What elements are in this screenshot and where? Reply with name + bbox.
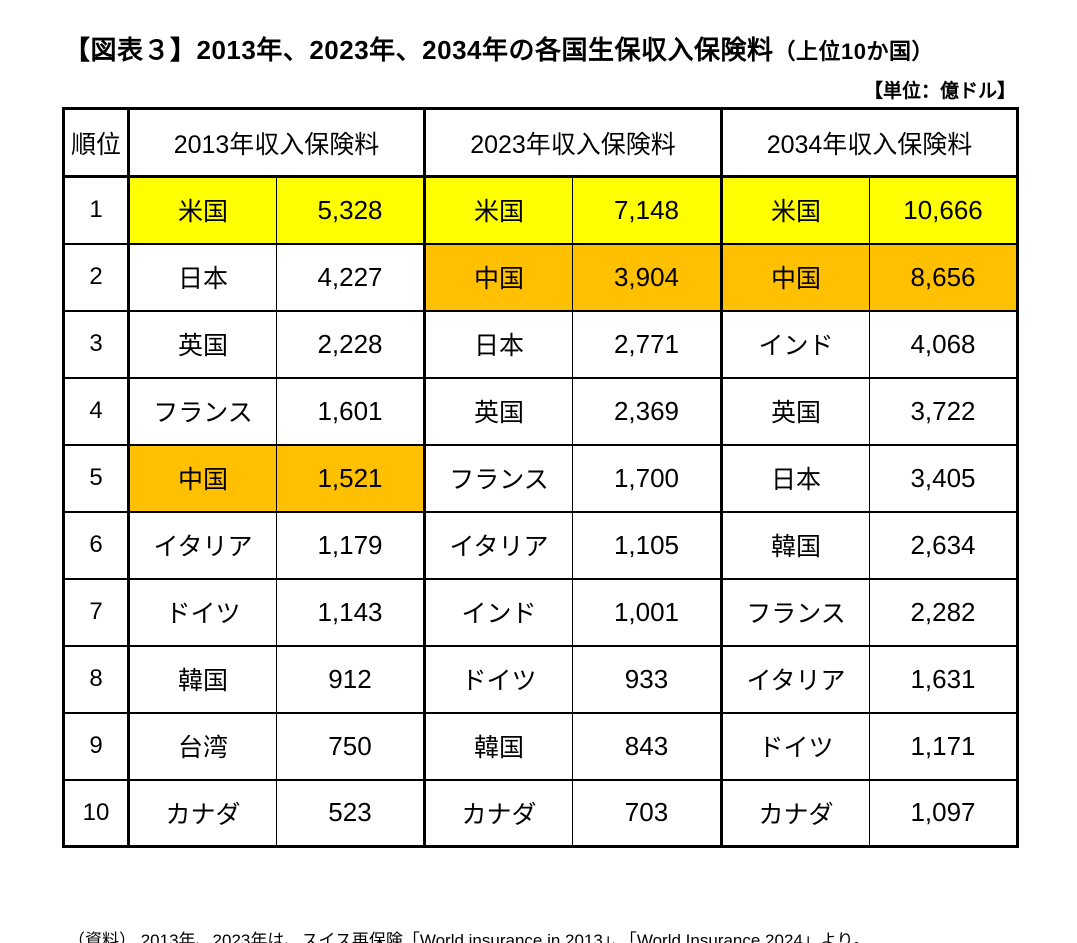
country-cell-2013: 台湾 xyxy=(127,711,277,781)
value-cell-2023: 703 xyxy=(572,778,723,848)
value-cell-2034: 10,666 xyxy=(869,175,1019,245)
premium-income-table: 順位 2013年収入保険料 2023年収入保険料 2034年収入保険料 1 米国… xyxy=(62,107,1019,848)
rank-cell: 7 xyxy=(63,577,130,647)
value-cell-2023: 3,904 xyxy=(572,242,723,312)
rank-column-header: 順位 xyxy=(63,107,130,178)
table-row-1: 1 米国 5,328 米国 7,148 米国 10,666 xyxy=(63,175,1019,245)
table-row-8: 8 韓国 912 ドイツ 933 イタリア 1,631 xyxy=(63,644,1019,714)
value-cell-2023: 2,771 xyxy=(572,309,723,379)
country-cell-2013: 韓国 xyxy=(127,644,277,714)
rank-cell: 4 xyxy=(63,376,130,446)
rank-cell: 6 xyxy=(63,510,130,580)
value-cell-2034: 1,097 xyxy=(869,778,1019,848)
value-cell-2034: 4,068 xyxy=(869,309,1019,379)
table-row-6: 6 イタリア 1,179 イタリア 1,105 韓国 2,634 xyxy=(63,510,1019,580)
value-cell-2023: 843 xyxy=(572,711,723,781)
table-row-2: 2 日本 4,227 中国 3,904 中国 8,656 xyxy=(63,242,1019,312)
group-header-2034: 2034年収入保険料 xyxy=(720,107,1019,178)
figure-title: 【図表３】2013年、2023年、2034年の各国生保収入保険料（上位10か国） xyxy=(64,30,934,67)
figure-title-suffix: （上位10か国） xyxy=(773,39,935,64)
country-cell-2013: 日本 xyxy=(127,242,277,312)
country-cell-2023: ドイツ xyxy=(423,644,573,714)
country-cell-2013: イタリア xyxy=(127,510,277,580)
value-cell-2023: 7,148 xyxy=(572,175,723,245)
value-cell-2013: 912 xyxy=(276,644,426,714)
value-cell-2023: 933 xyxy=(572,644,723,714)
value-cell-2023: 1,105 xyxy=(572,510,723,580)
country-cell-2034: ドイツ xyxy=(720,711,870,781)
country-cell-2034: 英国 xyxy=(720,376,870,446)
unit-label: 【単位：億ドル】 xyxy=(863,81,1016,102)
table-row-9: 9 台湾 750 韓国 843 ドイツ 1,171 xyxy=(63,711,1019,781)
value-cell-2034: 1,631 xyxy=(869,644,1019,714)
country-cell-2023: 韓国 xyxy=(423,711,573,781)
rank-cell: 9 xyxy=(63,711,130,781)
rank-cell: 5 xyxy=(63,443,130,513)
country-cell-2034: 中国 xyxy=(720,242,870,312)
table-row-10: 10 カナダ 523 カナダ 703 カナダ 1,097 xyxy=(63,778,1019,848)
country-cell-2023: インド xyxy=(423,577,573,647)
value-cell-2023: 2,369 xyxy=(572,376,723,446)
country-cell-2013: 中国 xyxy=(127,443,277,513)
rank-cell: 1 xyxy=(63,175,130,245)
rank-cell: 8 xyxy=(63,644,130,714)
value-cell-2013: 1,601 xyxy=(276,376,426,446)
table-row-4: 4 フランス 1,601 英国 2,369 英国 3,722 xyxy=(63,376,1019,446)
source-note: （資料） 2013年、2023年は、スイス再保険「World insurance… xyxy=(68,873,870,943)
country-cell-2023: 英国 xyxy=(423,376,573,446)
country-cell-2023: イタリア xyxy=(423,510,573,580)
country-cell-2023: カナダ xyxy=(423,778,573,848)
value-cell-2034: 3,405 xyxy=(869,443,1019,513)
country-cell-2013: フランス xyxy=(127,376,277,446)
source-line-1: （資料） 2013年、2023年は、スイス再保険「World insurance… xyxy=(68,931,871,943)
value-cell-2013: 523 xyxy=(276,778,426,848)
value-cell-2013: 1,179 xyxy=(276,510,426,580)
value-cell-2034: 2,282 xyxy=(869,577,1019,647)
value-cell-2034: 8,656 xyxy=(869,242,1019,312)
rank-cell: 10 xyxy=(63,778,130,848)
country-cell-2013: ドイツ xyxy=(127,577,277,647)
country-cell-2023: 中国 xyxy=(423,242,573,312)
country-cell-2034: インド xyxy=(720,309,870,379)
value-cell-2034: 1,171 xyxy=(869,711,1019,781)
country-cell-2034: カナダ xyxy=(720,778,870,848)
country-cell-2034: フランス xyxy=(720,577,870,647)
value-cell-2013: 1,143 xyxy=(276,577,426,647)
value-cell-2023: 1,700 xyxy=(572,443,723,513)
rank-cell: 2 xyxy=(63,242,130,312)
country-cell-2034: 日本 xyxy=(720,443,870,513)
table-row-7: 7 ドイツ 1,143 インド 1,001 フランス 2,282 xyxy=(63,577,1019,647)
value-cell-2023: 1,001 xyxy=(572,577,723,647)
value-cell-2013: 1,521 xyxy=(276,443,426,513)
group-header-2013: 2013年収入保険料 xyxy=(127,107,426,178)
figure-title-main: 【図表３】2013年、2023年、2034年の各国生保収入保険料 xyxy=(64,35,774,65)
value-cell-2034: 2,634 xyxy=(869,510,1019,580)
value-cell-2034: 3,722 xyxy=(869,376,1019,446)
country-cell-2013: 英国 xyxy=(127,309,277,379)
country-cell-2013: 米国 xyxy=(127,175,277,245)
table-row-5: 5 中国 1,521 フランス 1,700 日本 3,405 xyxy=(63,443,1019,513)
value-cell-2013: 5,328 xyxy=(276,175,426,245)
country-cell-2034: 米国 xyxy=(720,175,870,245)
country-cell-2013: カナダ xyxy=(127,778,277,848)
country-cell-2023: 米国 xyxy=(423,175,573,245)
country-cell-2023: 日本 xyxy=(423,309,573,379)
table-row-3: 3 英国 2,228 日本 2,771 インド 4,068 xyxy=(63,309,1019,379)
value-cell-2013: 4,227 xyxy=(276,242,426,312)
country-cell-2023: フランス xyxy=(423,443,573,513)
country-cell-2034: イタリア xyxy=(720,644,870,714)
group-header-2023: 2023年収入保険料 xyxy=(423,107,723,178)
country-cell-2034: 韓国 xyxy=(720,510,870,580)
value-cell-2013: 750 xyxy=(276,711,426,781)
rank-cell: 3 xyxy=(63,309,130,379)
table-header-row: 順位 2013年収入保険料 2023年収入保険料 2034年収入保険料 xyxy=(63,107,1019,178)
value-cell-2013: 2,228 xyxy=(276,309,426,379)
